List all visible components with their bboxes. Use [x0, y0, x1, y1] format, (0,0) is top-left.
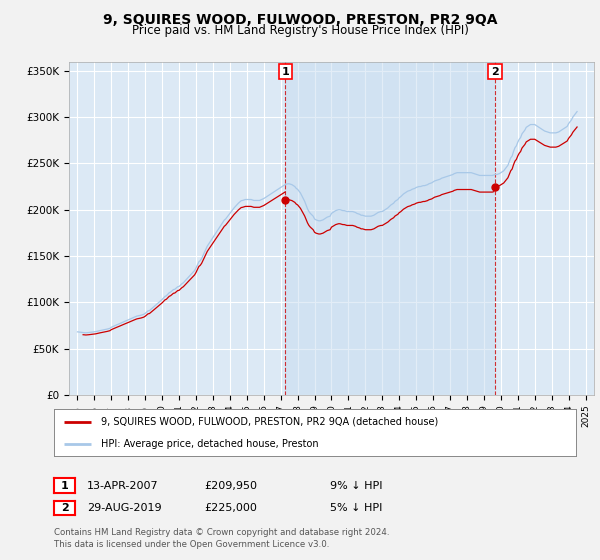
Text: Price paid vs. HM Land Registry's House Price Index (HPI): Price paid vs. HM Land Registry's House … — [131, 24, 469, 38]
Text: 2: 2 — [61, 503, 68, 513]
Text: £209,950: £209,950 — [204, 480, 257, 491]
Text: £225,000: £225,000 — [204, 503, 257, 513]
Text: HPI: Average price, detached house, Preston: HPI: Average price, detached house, Pres… — [101, 438, 319, 449]
Text: 1: 1 — [281, 67, 289, 77]
Text: 9% ↓ HPI: 9% ↓ HPI — [330, 480, 383, 491]
Text: 2: 2 — [491, 67, 499, 77]
Text: 13-APR-2007: 13-APR-2007 — [87, 480, 158, 491]
Text: 9, SQUIRES WOOD, FULWOOD, PRESTON, PR2 9QA: 9, SQUIRES WOOD, FULWOOD, PRESTON, PR2 9… — [103, 13, 497, 27]
Text: 5% ↓ HPI: 5% ↓ HPI — [330, 503, 382, 513]
Bar — [286, 62, 495, 395]
Text: 29-AUG-2019: 29-AUG-2019 — [87, 503, 161, 513]
Text: 1: 1 — [61, 480, 68, 491]
Text: Contains HM Land Registry data © Crown copyright and database right 2024.
This d: Contains HM Land Registry data © Crown c… — [54, 528, 389, 549]
Text: 9, SQUIRES WOOD, FULWOOD, PRESTON, PR2 9QA (detached house): 9, SQUIRES WOOD, FULWOOD, PRESTON, PR2 9… — [101, 417, 438, 427]
